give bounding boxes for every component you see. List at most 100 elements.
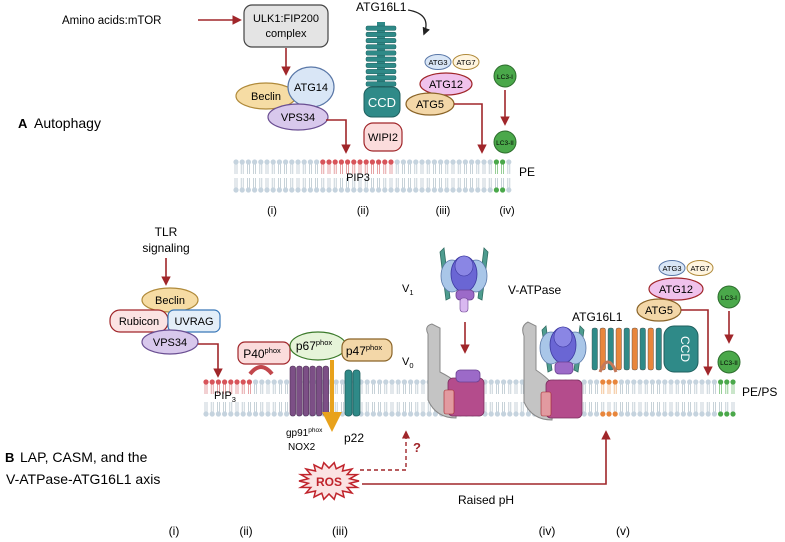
lipid-head [401,411,407,417]
v0-label: V0 [402,356,414,370]
lipid-head [481,187,487,193]
lipid-head [656,411,662,417]
lipid-head [450,187,456,193]
lipid-head [625,379,631,385]
lipid-head [333,379,339,385]
lipid-head [462,187,468,193]
lipid-head [420,379,426,385]
lipid-head [631,411,637,417]
coil-segment [365,81,397,87]
lipid-head [469,159,475,165]
arrow-vps34-to-pip3 [326,119,351,154]
lipid-head [389,411,395,417]
lipid-head [488,411,494,417]
lipid-head [369,187,375,193]
lipid-head [693,379,699,385]
step-a-i: (i) [267,205,277,217]
tlr-line1: TLR [155,225,178,239]
lipid-head [612,379,618,385]
pe-ps-label: PE/PS [742,385,777,399]
lipid-head [258,187,264,193]
nox-helix [322,365,329,417]
lipid-head [724,379,730,385]
coil-segment [365,69,397,75]
lipid-head [494,379,500,385]
lipid-head [295,187,301,193]
lc3i-a-label: LC3-I [497,74,513,81]
lipid-head [500,187,506,193]
lipid-head [687,411,693,417]
lipid-head [408,379,414,385]
lipid-head [364,379,370,385]
raised-ph-arrow [362,430,611,485]
lipid-head [215,379,221,385]
arrow-vps34-to-pip3-b [198,343,223,378]
lipid-head [270,187,276,193]
lipid-head [705,411,711,417]
lipid-head [276,159,282,165]
panel-b: B LAP, CASM, and the V-ATPase-ATG16L1 ax… [5,225,777,538]
vatpase-label: V-ATPase [508,283,561,297]
lipid-head [209,411,215,417]
lipid-head [314,187,320,193]
lipid-head [245,187,251,193]
lipid-head [233,187,239,193]
v1-domain [439,247,489,313]
coil-bar [599,327,606,371]
lipid-head [264,159,270,165]
wipi2-label: WIPI2 [368,132,398,144]
lipid-head [581,411,587,417]
lipid-head [408,411,414,417]
lipid-head [401,379,407,385]
coil-segment [365,75,397,81]
tlr-line2: signaling [142,241,189,255]
coil-segment [365,62,397,68]
lipid-head [228,411,234,417]
lipid-head [301,159,307,165]
vps34-a-label: VPS34 [281,112,315,124]
coil-bar [655,327,662,371]
atg7-a [452,54,480,70]
lc3ii-b [717,350,741,374]
lipid-head [377,379,383,385]
lipid-head [674,411,680,417]
lipid-head [395,411,401,417]
lipid-head [389,379,395,385]
lipid-head [718,411,724,417]
atg7-b [686,260,714,276]
coil-bar [623,327,630,371]
v1-label: V1 [402,283,414,297]
lipid-head [711,411,718,417]
assembled-vatpase [522,321,587,421]
lipid-head [400,187,406,193]
arrow-atg5-to-pe [454,103,487,154]
coil-segment [365,44,397,50]
lipid-head [724,411,730,417]
lipid-head [674,379,680,385]
lipid-head [345,187,351,193]
lipid-head [283,159,289,165]
lipid-head [456,187,462,193]
lipid-head [265,411,271,417]
p22-helix-1 [344,369,353,417]
lipid-head [501,411,507,417]
lipid-head [320,159,326,165]
lipid-head [414,379,420,385]
question-mark: ? [413,440,421,455]
coil-segment [365,50,397,56]
lipid-head [383,379,389,385]
vps34-a [267,103,329,131]
lipid-head [513,411,519,417]
nox2-label: NOX2 [288,442,316,453]
lipid-head [363,187,369,193]
lc3ii-a-label: LC3-II [496,140,514,147]
lc3i-b [717,285,741,309]
lipid-head [600,379,606,385]
lipid-head [284,379,290,385]
lipid-head [369,159,375,165]
atg12-b-label: ATG12 [659,284,693,296]
lipid-head [239,187,245,193]
lipid-head [376,187,382,193]
lipid-head [662,379,668,385]
